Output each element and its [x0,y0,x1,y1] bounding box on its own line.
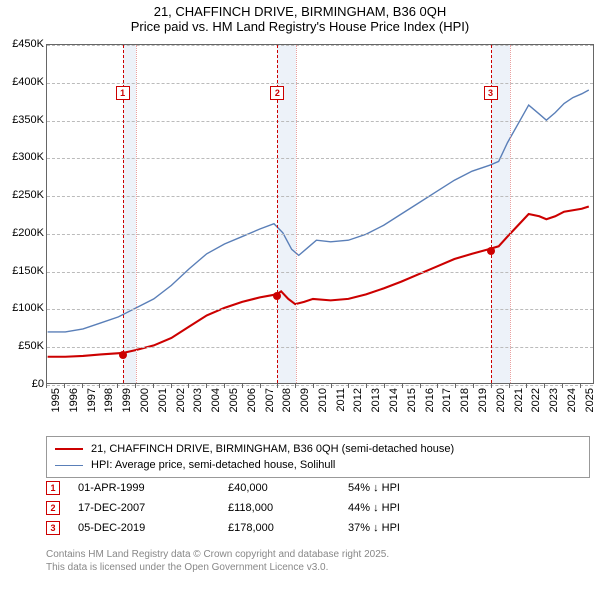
y-axis-label: £250K [0,189,44,201]
event-marker-1: 1 [116,86,130,100]
x-axis-label: 2014 [388,388,400,412]
events-table: 1 01-APR-1999£40,00054% ↓ HPI 2 17-DEC-2007… [46,478,590,538]
x-axis-label: 1996 [68,388,80,412]
hpi-line [48,90,589,332]
x-axis-label: 2022 [530,388,542,412]
event-row: 2 17-DEC-2007£118,00044% ↓ HPI [46,498,590,518]
legend-item: 21, CHAFFINCH DRIVE, BIRMINGHAM, B36 0QH… [55,441,581,457]
y-axis-label: £50K [0,340,44,352]
x-axis-label: 2007 [264,388,276,412]
titles: 21, CHAFFINCH DRIVE, BIRMINGHAM, B36 0QH… [0,0,600,34]
x-axis-label: 1999 [121,388,133,412]
legend: 21, CHAFFINCH DRIVE, BIRMINGHAM, B36 0QH… [46,436,590,478]
y-axis-label: £450K [0,38,44,50]
x-axis-label: 2009 [299,388,311,412]
event-price: £40,000 [228,482,348,494]
y-axis-label: £150K [0,265,44,277]
x-axis-label: 2019 [477,388,489,412]
x-axis-label: 2008 [281,388,293,412]
y-axis-label: £100K [0,302,44,314]
event-marker-3: 3 [484,86,498,100]
x-axis-label: 2010 [317,388,329,412]
event-marker-2: 2 [270,86,284,100]
event-delta: 44% ↓ HPI [348,502,590,514]
x-axis-label: 2000 [139,388,151,412]
y-axis-label: £200K [0,227,44,239]
price-paid-line [48,206,589,356]
legend-item: HPI: Average price, semi-detached house,… [55,457,581,473]
event-box-3: 3 [46,521,60,535]
x-axis-label: 2013 [370,388,382,412]
x-axis-label: 2001 [157,388,169,412]
x-axis-label: 2023 [548,388,560,412]
x-axis-label: 2006 [246,388,258,412]
footer: Contains HM Land Registry data © Crown c… [46,548,590,574]
sale-point [487,247,495,255]
event-row: 3 05-DEC-2019£178,00037% ↓ HPI [46,518,590,538]
y-axis-label: £350K [0,114,44,126]
event-price: £118,000 [228,502,348,514]
event-date: 05-DEC-2019 [78,522,228,534]
event-delta: 54% ↓ HPI [348,482,590,494]
event-box-2: 2 [46,501,60,515]
x-axis-label: 1997 [86,388,98,412]
chart-outer: 1 2 3 £0 £50K £100K £150K £200K £250K £300K £350K… [0,40,600,430]
event-price: £178,000 [228,522,348,534]
sale-point [273,292,281,300]
x-axis-label: 2004 [210,388,222,412]
event-date: 17-DEC-2007 [78,502,228,514]
x-axis-label: 2021 [513,388,525,412]
x-axis-label: 2015 [406,388,418,412]
sale-point [119,351,127,359]
y-axis-label: £0 [0,378,44,390]
event-date: 01-APR-1999 [78,482,228,494]
x-axis-label: 2018 [459,388,471,412]
event-delta: 37% ↓ HPI [348,522,590,534]
plot-area: 1 2 3 [46,44,594,384]
x-axis-label: 2017 [441,388,453,412]
x-axis-label: 2002 [175,388,187,412]
x-axis-label: 2012 [352,388,364,412]
x-axis-label: 2020 [495,388,507,412]
footer-line1: Contains HM Land Registry data © Crown c… [46,548,590,561]
x-axis-label: 2025 [584,388,596,412]
legend-label: 21, CHAFFINCH DRIVE, BIRMINGHAM, B36 0QH… [91,443,454,455]
title-sub: Price paid vs. HM Land Registry's House … [0,19,600,34]
chart-container: 21, CHAFFINCH DRIVE, BIRMINGHAM, B36 0QH… [0,0,600,590]
legend-label: HPI: Average price, semi-detached house,… [91,459,335,471]
x-axis-label: 1995 [50,388,62,412]
x-axis-label: 2016 [424,388,436,412]
x-axis-label: 2003 [192,388,204,412]
title-main: 21, CHAFFINCH DRIVE, BIRMINGHAM, B36 0QH [0,4,600,19]
x-axis-label: 1998 [103,388,115,412]
event-row: 1 01-APR-1999£40,00054% ↓ HPI [46,478,590,498]
y-axis-label: £400K [0,76,44,88]
y-axis-label: £300K [0,151,44,163]
event-box-1: 1 [46,481,60,495]
x-axis-label: 2024 [566,388,578,412]
footer-line2: This data is licensed under the Open Gov… [46,561,590,574]
x-axis-label: 2011 [335,388,347,412]
x-axis-label: 2005 [228,388,240,412]
